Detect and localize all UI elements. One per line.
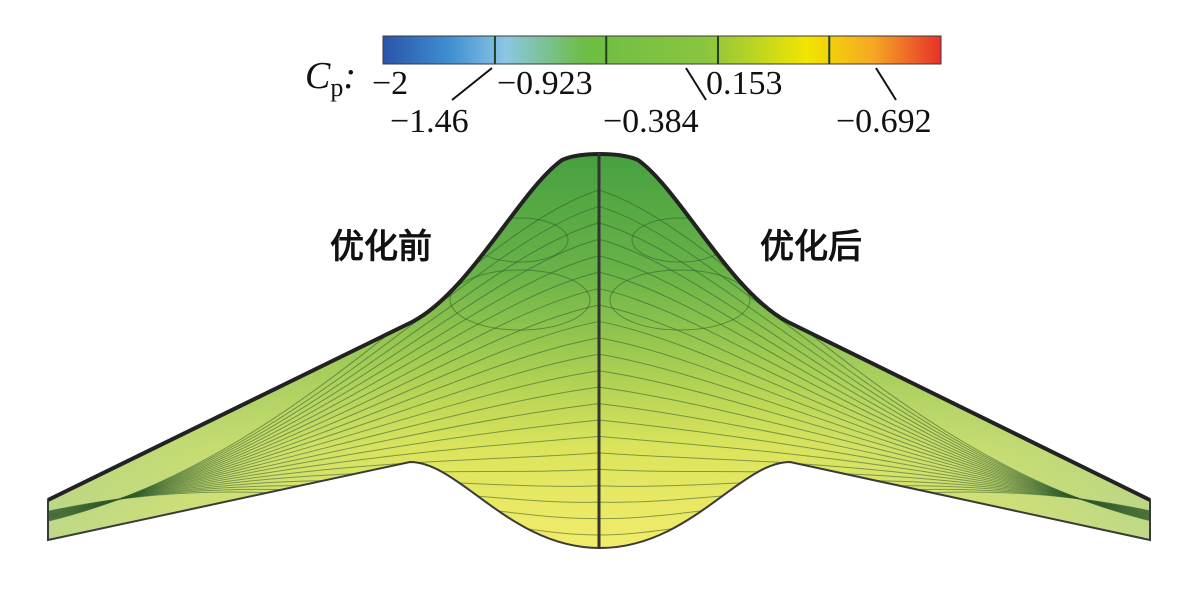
colorbar-tick-marks <box>493 36 831 64</box>
label-before-optimization: 优化前 <box>330 227 432 267</box>
colorbar <box>382 35 942 65</box>
wing-planform <box>47 152 1151 550</box>
contour-loop-3 <box>609 269 751 331</box>
tick-leader-lines <box>451 67 897 101</box>
tick-label-neg0.923: −0.923 <box>497 65 593 102</box>
tick-label-neg0.384: −0.384 <box>603 103 699 140</box>
tick-label-neg1.46: −1.46 <box>390 103 469 140</box>
cp-symbol: Cp: <box>305 55 356 102</box>
colorbar-gradient <box>382 35 942 65</box>
tick-label-0.153: 0.153 <box>706 65 783 102</box>
tick-label-neg2: −2 <box>372 65 408 102</box>
tick-label-0.692: −0.692 <box>836 103 932 140</box>
label-after-optimization: 优化后 <box>760 227 862 267</box>
contour-loop-2 <box>449 269 591 331</box>
